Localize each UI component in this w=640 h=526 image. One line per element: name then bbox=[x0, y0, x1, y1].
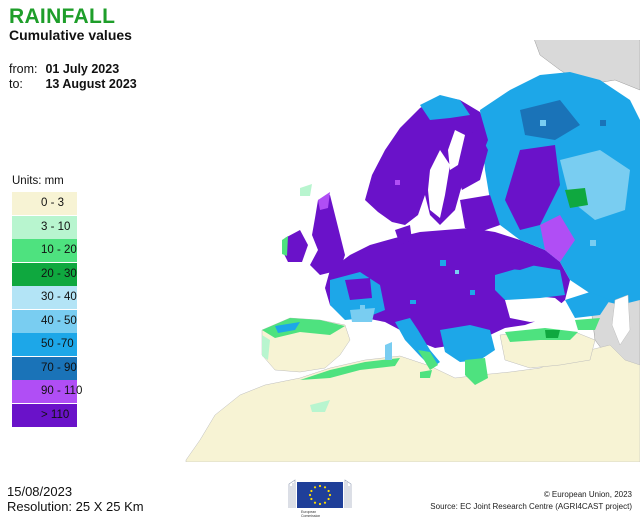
map-subtitle: Cumulative values bbox=[9, 27, 132, 43]
caucasus-blue bbox=[565, 292, 610, 318]
france-purple bbox=[345, 278, 372, 300]
legend-swatch bbox=[12, 356, 77, 380]
issue-date: 15/08/2023 bbox=[7, 484, 73, 499]
legend-swatch bbox=[12, 380, 77, 403]
units-label: Units: mm bbox=[12, 175, 64, 187]
copyright-text: © European Union, 2023 bbox=[543, 490, 632, 499]
ukraine-region bbox=[495, 265, 565, 300]
legend-swatch bbox=[12, 333, 77, 356]
maghreb-coast bbox=[300, 358, 400, 380]
russia-purple bbox=[505, 145, 560, 230]
balkans-region bbox=[440, 325, 495, 362]
greenland-region bbox=[534, 40, 640, 91]
logo-line-1: European bbox=[301, 510, 316, 514]
caucasus-green bbox=[575, 318, 600, 330]
ireland-region bbox=[282, 230, 308, 262]
legend-swatch bbox=[12, 215, 77, 239]
black-sea bbox=[505, 295, 570, 322]
from-value: 01 July 2023 bbox=[45, 62, 120, 76]
period-info: from: 01 July 2023 to: 13 August 2023 bbox=[9, 62, 137, 92]
turkey-dark-green bbox=[545, 330, 560, 338]
ukraine-purple bbox=[500, 250, 545, 270]
credits: © European Union, 2023 Source: EC Joint … bbox=[430, 489, 632, 513]
legend-label: 90 - 110 bbox=[41, 385, 83, 397]
denmark-region bbox=[395, 225, 412, 245]
legend-label: 20 - 30 bbox=[41, 267, 77, 280]
caspian-sea bbox=[611, 294, 631, 346]
sicily-region bbox=[420, 370, 432, 378]
legend-label: 40 - 50 bbox=[41, 314, 77, 327]
russia-violet bbox=[540, 215, 575, 262]
gulf-bothnia bbox=[448, 130, 465, 170]
atlas-green bbox=[310, 400, 330, 412]
legend-swatch bbox=[12, 286, 77, 309]
scandinavia-north-blue bbox=[420, 95, 470, 120]
legend-label: 10 - 20 bbox=[41, 244, 77, 256]
scandinavia-region bbox=[365, 96, 488, 225]
logo-line-2: Commission bbox=[301, 514, 320, 518]
legend-label: 50 -70 bbox=[41, 338, 74, 350]
legend-swatch bbox=[12, 309, 77, 333]
legend-swatch bbox=[12, 192, 77, 215]
ireland-west-green bbox=[282, 236, 288, 256]
map-title: RAINFALL bbox=[9, 5, 116, 28]
greece-region bbox=[465, 358, 488, 385]
iberia-west-coast bbox=[262, 335, 270, 360]
legend-swatch bbox=[12, 262, 77, 286]
commission-building-icon bbox=[288, 479, 352, 508]
scotland-north bbox=[318, 192, 330, 210]
to-label: to: bbox=[9, 77, 23, 91]
russia-green bbox=[565, 188, 588, 208]
to-value: 13 August 2023 bbox=[45, 77, 137, 91]
legend-swatch bbox=[12, 239, 77, 262]
european-commission-logo: European Commission bbox=[288, 479, 352, 518]
legend-label: 30 - 40 bbox=[41, 291, 77, 303]
iberia-north-coast bbox=[262, 318, 345, 338]
legend-label: 0 - 3 bbox=[41, 197, 65, 209]
legend-label: > 110 bbox=[41, 408, 70, 421]
resolution-label: Resolution: 25 X 25 Km bbox=[7, 499, 144, 514]
russia-region bbox=[480, 72, 640, 305]
turkey-north-coast bbox=[505, 328, 578, 342]
baltic-states bbox=[460, 195, 500, 232]
finland-region bbox=[455, 130, 488, 190]
great-britain-region bbox=[310, 195, 345, 275]
texture-cells bbox=[360, 120, 606, 310]
eu-stars-icon bbox=[308, 484, 332, 506]
source-text: Source: EC Joint Research Centre (AGRI4C… bbox=[430, 502, 632, 511]
russia-dark bbox=[520, 100, 580, 140]
legend-label: 3 - 10 bbox=[41, 220, 71, 233]
legend-label: 70 - 90 bbox=[41, 361, 77, 374]
iceland-region bbox=[300, 184, 312, 196]
from-label: from: bbox=[9, 62, 38, 76]
baltic-sea bbox=[428, 150, 450, 218]
italy-south-green bbox=[418, 350, 438, 370]
sardinia-region bbox=[385, 342, 392, 360]
legend-swatch bbox=[12, 403, 77, 427]
iberia-north-wet bbox=[275, 322, 300, 333]
france-south bbox=[350, 308, 375, 322]
